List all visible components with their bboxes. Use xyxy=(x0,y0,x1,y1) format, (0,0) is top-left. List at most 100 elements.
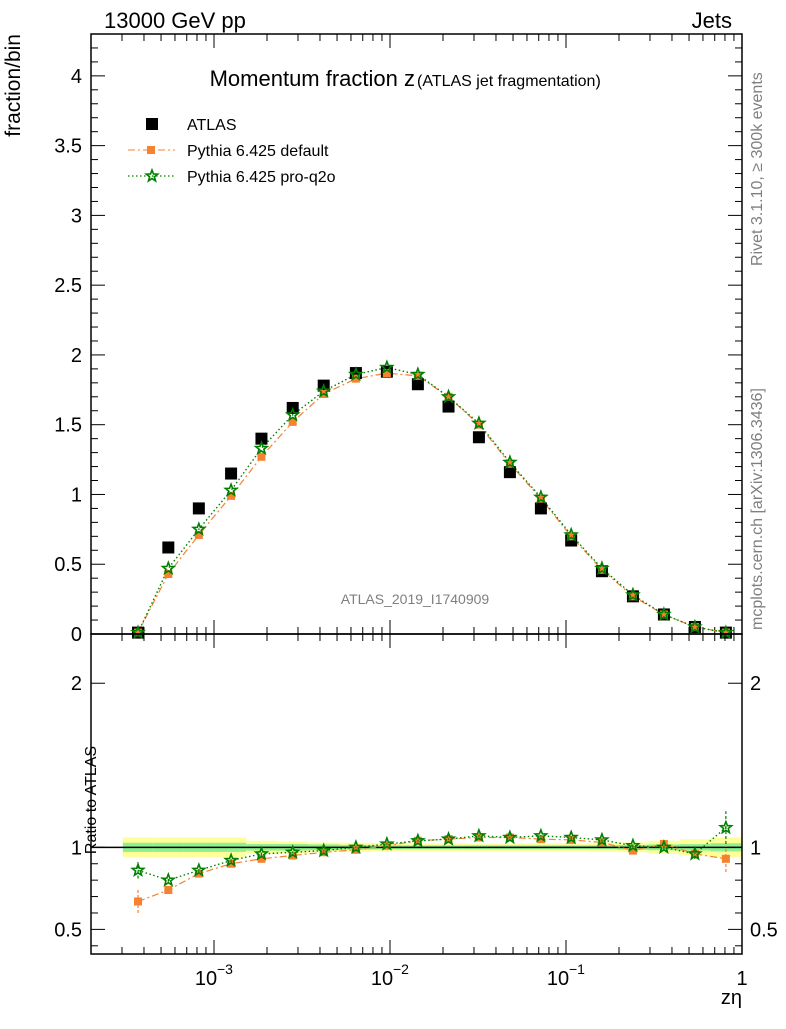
y-tick-label: 0.5 xyxy=(54,554,82,576)
header-left: 13000 GeV pp xyxy=(104,8,246,33)
ratio-point-proq2o xyxy=(471,827,487,843)
y-tick-label: 4 xyxy=(71,66,82,88)
data-point-default xyxy=(194,530,203,539)
ratio-y-label: Ratio to ATLAS xyxy=(83,746,100,854)
data-point-proq2o xyxy=(594,560,610,576)
ratio-point-proq2o xyxy=(563,829,580,845)
ratio-point-proq2o xyxy=(223,852,239,868)
x-tick-label-exponent: −1 xyxy=(569,961,585,977)
x-axis-ticklabels: 10 −3 10 −2 10 −1 1 xyxy=(195,961,748,990)
ratio-y-tick-label: 2 xyxy=(71,673,82,695)
data-point-atlas xyxy=(503,466,516,479)
legend-label-atlas: ATLAS xyxy=(187,117,237,134)
data-point-proq2o xyxy=(130,624,146,640)
data-point-default xyxy=(536,494,545,503)
x-tick-label: 10 xyxy=(371,968,393,990)
y-tick-label: 2 xyxy=(71,345,82,367)
data-point-default xyxy=(413,371,422,380)
data-point-atlas xyxy=(534,502,547,515)
ratio-point-proq2o xyxy=(190,862,207,878)
data-point-proq2o xyxy=(718,624,734,640)
ratio-y-tick-label-right: 2 xyxy=(750,673,761,695)
ratio-point-default xyxy=(690,849,699,858)
data-point-default xyxy=(690,623,699,632)
y-tick-label: 0 xyxy=(71,624,82,646)
data-point-default xyxy=(257,452,266,461)
legend-marker-atlas xyxy=(146,118,158,130)
main-plot: 0 0.5 1 1.5 2 2.5 3 3.5 4 fraction/bin Momentum … xyxy=(2,33,743,646)
ratio-point-default xyxy=(659,840,668,849)
data-point-proq2o xyxy=(160,560,177,576)
data-point-proq2o xyxy=(471,415,487,431)
watermark: ATLAS_2019_I1740909 xyxy=(341,591,490,607)
data-point-atlas xyxy=(472,431,485,444)
y-tick-label: 2.5 xyxy=(54,275,82,297)
ratio-point-proq2o xyxy=(533,827,549,843)
data-point-proq2o xyxy=(440,388,457,404)
data-point-default xyxy=(134,628,143,637)
x-axis-label: zη xyxy=(721,987,742,1009)
legend-label-proq2o: Pythia 6.425 pro-q2o xyxy=(187,169,336,186)
ratio-point-default xyxy=(721,854,730,863)
ratio-point-proq2o xyxy=(409,832,426,848)
ratio-point-proq2o xyxy=(594,831,610,847)
data-point-default xyxy=(628,592,637,601)
data-point-proq2o xyxy=(502,454,518,470)
ratio-point-default xyxy=(257,854,266,863)
ratio-point-default xyxy=(628,846,637,855)
ratio-point-proq2o xyxy=(656,839,672,855)
data-point-default xyxy=(382,369,391,378)
data-point-proq2o xyxy=(563,526,580,542)
x-tick-label-exponent: −3 xyxy=(217,961,233,977)
data-point-proq2o xyxy=(253,440,270,456)
data-point-proq2o xyxy=(687,618,703,634)
y-tick-label: 3 xyxy=(71,205,82,227)
ratio-point-default xyxy=(164,886,173,894)
data-point-atlas xyxy=(411,378,424,391)
x-tick-label-exponent: −2 xyxy=(393,961,409,977)
data-point-atlas xyxy=(255,432,268,445)
ratio-point-proq2o xyxy=(284,843,301,859)
data-point-proq2o xyxy=(284,406,301,422)
y-tick-label: 1.5 xyxy=(54,415,82,437)
data-point-proq2o xyxy=(533,488,549,504)
legend-marker-proq2o xyxy=(144,167,160,183)
data-point-proq2o xyxy=(625,586,641,602)
ratio-point-proq2o xyxy=(718,819,734,835)
ratio-point-proq2o xyxy=(253,845,270,861)
data-point-proq2o xyxy=(348,366,364,382)
legend-marker-default xyxy=(147,146,155,154)
data-point-default xyxy=(227,491,236,500)
ratio-y-tick-label: 0.5 xyxy=(54,919,82,941)
ratio-point-proq2o xyxy=(160,871,177,887)
plot-title: Momentum fraction z xyxy=(210,66,415,91)
ratio-point-proq2o xyxy=(379,835,395,851)
data-point-default xyxy=(474,420,483,429)
ratio-point-proq2o xyxy=(130,862,146,878)
data-point-default xyxy=(351,374,360,383)
ratio-y-tick-label: 1 xyxy=(71,837,82,859)
data-point-proq2o xyxy=(223,481,239,497)
y-tick-label: 3.5 xyxy=(54,136,82,158)
ratio-y-tick-label-right: 1 xyxy=(750,837,761,859)
data-point-atlas xyxy=(442,400,455,413)
data-point-default xyxy=(659,610,668,619)
header-right: Jets xyxy=(692,8,732,33)
ratio-point-proq2o xyxy=(687,845,703,861)
x-tick-label: 10 xyxy=(195,968,217,990)
legend-label-default: Pythia 6.425 default xyxy=(187,143,329,160)
data-point-default xyxy=(444,392,453,401)
ratio-plot: 0.5 0.5 1 1 2 2 Ratio to ATLAS xyxy=(54,633,778,955)
ratio-y-tick-label-right: 0.5 xyxy=(750,919,778,941)
y-tick-label: 1 xyxy=(71,484,82,506)
ratio-point-proq2o xyxy=(502,829,518,845)
data-point-atlas xyxy=(162,541,175,554)
data-point-default xyxy=(567,532,576,541)
ratio-point-default xyxy=(134,897,143,906)
legend: ATLAS Pythia 6.425 default Pythia 6.425 … xyxy=(128,117,336,186)
rivet-label: Rivet 3.1.10, ≥ 300k events xyxy=(749,72,766,266)
x-tick-label: 10 xyxy=(547,968,569,990)
ratio-point-proq2o xyxy=(625,837,641,853)
mcplots-label: mcplots.cern.ch [arXiv:1306.3436] xyxy=(749,388,766,630)
